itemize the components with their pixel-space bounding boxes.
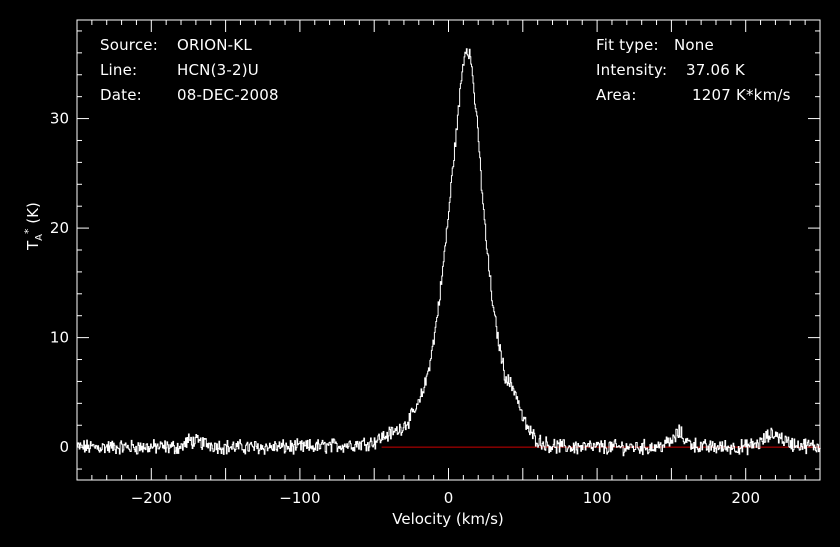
date-value: 08-DEC-2008 <box>177 86 279 104</box>
area-value: 1207 K*km/s <box>692 86 791 104</box>
area-label: Area: <box>596 86 637 104</box>
intensity-label: Intensity: <box>596 61 668 79</box>
intensity-value: 37.06 K <box>686 61 745 79</box>
x-tick-label: 0 <box>444 489 454 507</box>
line-label: Line: <box>100 61 138 79</box>
source-value: ORION-KL <box>177 36 252 54</box>
x-tick-label: −100 <box>279 489 320 507</box>
y-tick-label: 20 <box>50 219 69 237</box>
fit-type-value: None <box>674 36 714 54</box>
y-tick-label: 30 <box>50 110 69 128</box>
x-axis-label: Velocity (km/s) <box>392 510 503 528</box>
line-value: HCN(3-2)U <box>177 61 259 79</box>
y-tick-label: 10 <box>50 329 69 347</box>
date-label: Date: <box>100 86 142 104</box>
source-label: Source: <box>100 36 158 54</box>
y-tick-label: 0 <box>59 438 69 456</box>
tick-labels: −200 −100 0 100 200 0 10 20 30 <box>50 110 760 507</box>
axis-ticks <box>76 20 821 480</box>
x-tick-label: 100 <box>583 489 612 507</box>
spectrum-line <box>77 48 821 457</box>
x-tick-label: −200 <box>131 489 172 507</box>
fit-type-label: Fit type: <box>596 36 659 54</box>
x-tick-label: 200 <box>731 489 760 507</box>
y-axis-label: TA* (K) <box>22 202 45 250</box>
